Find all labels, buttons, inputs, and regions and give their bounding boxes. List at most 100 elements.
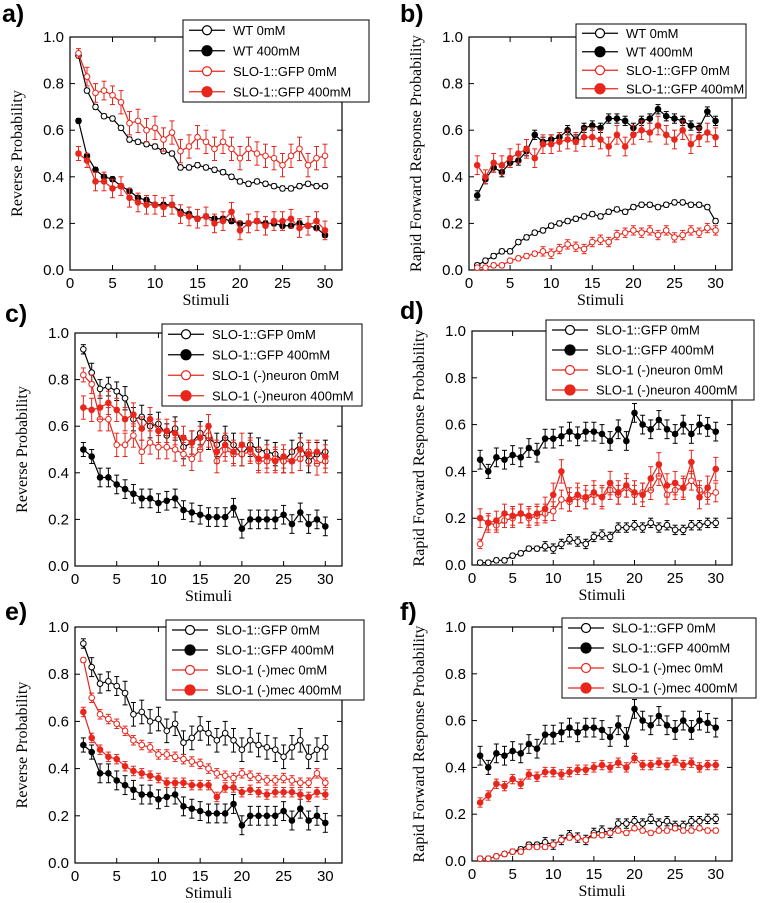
data-point <box>287 215 295 223</box>
data-point <box>221 513 229 521</box>
series-3 <box>75 48 329 178</box>
data-point <box>623 524 630 531</box>
data-point <box>246 516 254 523</box>
data-point <box>671 430 679 438</box>
data-point <box>88 663 95 671</box>
x-tick-label: 25 <box>667 866 684 883</box>
data-point <box>631 705 638 713</box>
legend-label: SLO-1 (-)mec 0mM <box>216 663 327 678</box>
data-point <box>80 371 87 379</box>
data-point <box>121 781 129 789</box>
data-point <box>564 126 571 134</box>
y-axis-title: Rapid Forward Response Probability <box>411 330 428 567</box>
y-tick-label: 0.8 <box>48 666 69 683</box>
data-point <box>647 519 655 527</box>
data-point <box>221 446 229 453</box>
data-point <box>180 450 187 458</box>
data-point <box>614 489 622 496</box>
data-point <box>679 827 687 834</box>
series-line <box>479 411 717 473</box>
data-point <box>168 150 176 157</box>
legend-marker <box>184 664 196 676</box>
series-3 <box>476 466 720 550</box>
data-point <box>621 143 629 150</box>
data-point <box>647 829 655 837</box>
data-point <box>146 415 154 423</box>
legend-marker <box>184 624 196 636</box>
data-point <box>605 143 613 150</box>
data-point <box>255 457 262 465</box>
data-point <box>271 812 279 820</box>
legend-label: SLO-1::GFP 400mM <box>596 343 714 358</box>
data-point <box>75 52 82 59</box>
x-tick-label: 15 <box>586 570 603 587</box>
series-2 <box>80 737 329 836</box>
data-point <box>230 774 237 782</box>
y-tick-label: 0.6 <box>442 122 463 139</box>
data-point <box>679 117 686 125</box>
data-point <box>671 526 679 534</box>
data-point <box>515 150 522 157</box>
data-point <box>305 817 312 824</box>
data-point <box>270 217 278 225</box>
data-point <box>712 827 720 834</box>
data-point <box>280 753 287 761</box>
data-point <box>639 717 646 724</box>
data-point <box>270 154 278 162</box>
data-point <box>712 815 720 823</box>
data-point <box>88 734 95 742</box>
data-point <box>549 841 557 848</box>
data-point <box>163 793 171 801</box>
legend-label: SLO-1::GFP 400mM <box>212 347 330 362</box>
data-point <box>196 434 204 442</box>
y-tick-label: 0.8 <box>445 666 466 683</box>
data-point <box>168 201 176 209</box>
data-point <box>588 210 596 218</box>
data-point <box>188 805 196 813</box>
data-point <box>590 533 598 541</box>
data-point <box>146 772 154 779</box>
y-tick-label: 0.6 <box>48 418 69 435</box>
series-line <box>480 818 716 860</box>
x-axis-title: Stimuli <box>578 883 626 900</box>
data-point <box>130 415 137 423</box>
data-point <box>138 770 146 777</box>
data-point <box>262 222 269 230</box>
data-point <box>80 446 87 453</box>
plot-frame <box>468 36 733 271</box>
data-point <box>482 173 489 181</box>
data-point <box>501 850 508 858</box>
data-point <box>688 759 695 767</box>
data-point <box>493 517 500 524</box>
data-point <box>213 793 221 801</box>
data-point <box>130 432 137 439</box>
series-2 <box>476 403 720 479</box>
data-point <box>105 415 112 423</box>
data-point <box>96 474 104 481</box>
data-point <box>523 147 530 155</box>
panel-letter: c) <box>5 300 28 328</box>
data-point <box>221 441 229 449</box>
data-point <box>574 433 581 440</box>
data-point <box>296 455 304 463</box>
data-point <box>194 161 201 169</box>
data-point <box>606 764 614 771</box>
data-point <box>313 448 321 456</box>
series-2 <box>80 442 329 539</box>
data-point <box>205 432 212 439</box>
legend-label: SLO-1::GFP 400mM <box>233 84 351 99</box>
data-point <box>160 201 167 209</box>
y-axis-title: Reverse Probability <box>14 386 31 513</box>
series-line <box>479 474 716 545</box>
data-point <box>270 220 278 227</box>
data-point <box>541 768 549 776</box>
data-point <box>671 199 678 206</box>
data-point <box>185 210 193 218</box>
data-point <box>221 784 229 791</box>
data-point <box>614 827 622 834</box>
data-point <box>296 446 304 453</box>
data-point <box>253 217 261 225</box>
data-point <box>623 482 630 489</box>
data-point <box>230 441 237 449</box>
series-line <box>77 55 325 190</box>
